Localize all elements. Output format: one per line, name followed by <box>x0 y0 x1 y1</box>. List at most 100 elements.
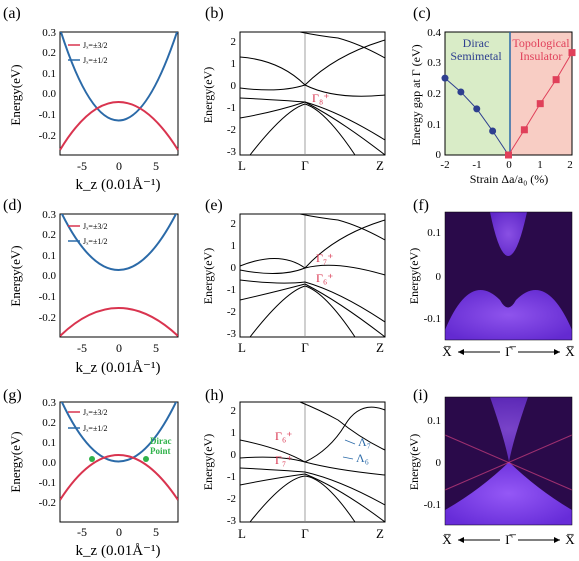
xtick-d-1: -5 <box>77 341 87 355</box>
xlabel-a: k_z (0.01Å⁻¹) <box>76 177 161 193</box>
ytick-h-2: 1 <box>231 427 237 439</box>
ytick-b-4: -1 <box>227 102 236 114</box>
data-point-0-0 <box>441 74 449 82</box>
xtick-e-1: L <box>238 340 246 355</box>
ytick-b-6: -3 <box>227 146 237 158</box>
xtick-c-3: 0 <box>506 159 512 171</box>
ytick-g-3: 0.1 <box>42 437 56 449</box>
ytick-f-1: 0.1 <box>427 227 441 239</box>
xtick-h-2: Γ <box>301 526 309 541</box>
xtick-f-2: Γ̅ <box>505 344 517 359</box>
panel-h: Γ₆⁺ Γ₇⁺ Λ₇ Λ₆ 2 1 0 -1 -2 -3 L Γ Z Energ… <box>201 401 386 541</box>
data-point-0-1 <box>457 88 465 96</box>
ytick-g-6: -0.2 <box>39 497 56 509</box>
ytick-i-2: 0 <box>436 457 442 469</box>
panel-b: Γ₈⁺ 2 1 0 -1 -2 -3 L Γ Z Energy(eV) <box>201 31 386 173</box>
panel-f: 0.1 0 -0.1 X̅ Γ̅ X̅ Energy(eV) <box>407 211 575 359</box>
ytick-b-1: 2 <box>231 36 237 48</box>
chart-marks <box>441 49 576 159</box>
ytick-g-2: 0.2 <box>42 417 56 429</box>
annot-h-1: Γ₆⁺ <box>275 429 292 443</box>
ytick-d-1: 0.3 <box>42 209 56 221</box>
xtick-a-3: 5 <box>153 159 159 173</box>
ylabel-c: Energy gap at Γ (eV) <box>409 44 423 145</box>
ytick-f-2: 0 <box>436 271 442 283</box>
dirac-label-1: Dirac <box>150 436 172 446</box>
ylabel-a: Energy(eV) <box>8 64 23 125</box>
data-point-1-3 <box>552 76 560 84</box>
ytick-e-6: -3 <box>227 328 237 340</box>
xtick-c-5: 2 <box>567 159 573 171</box>
data-point-0-3 <box>489 127 497 135</box>
xtick-h-1: L <box>238 526 246 541</box>
panel-label-f: (f) <box>413 197 429 214</box>
annot-h-2: Γ₇⁺ <box>275 453 292 467</box>
xtick-g-2: 0 <box>116 525 122 539</box>
panel-label-i: (i) <box>413 387 428 404</box>
xtick-d-3: 5 <box>153 341 159 355</box>
annot-b: Γ₈⁺ <box>312 91 329 105</box>
ylabel-g: Energy(eV) <box>8 431 23 492</box>
ylabel-h: Energy(eV) <box>201 434 215 490</box>
data-point-1-1 <box>520 126 528 134</box>
ytick-a-6: -0.2 <box>39 130 56 142</box>
data-point-0-2 <box>473 105 481 113</box>
ytick-h-5: -2 <box>227 493 236 505</box>
xtick-d-2: 0 <box>116 341 122 355</box>
ytick-e-2: 1 <box>231 240 237 252</box>
ytick-h-3: 0 <box>231 449 237 461</box>
ytick-d-6: -0.2 <box>39 312 56 324</box>
xlabel-d: k_z (0.01Å⁻¹) <box>76 360 161 376</box>
ytick-a-2: 0.2 <box>42 47 56 59</box>
xtick-e-2: Γ <box>301 340 309 355</box>
panel-label-g: (g) <box>3 387 22 404</box>
panel-label-b: (b) <box>205 5 224 22</box>
ytick-a-3: 0.1 <box>42 68 56 80</box>
ytick-d-5: -0.1 <box>39 291 56 303</box>
ylabel-b: Energy(eV) <box>201 67 215 123</box>
panel-label-e: (e) <box>205 197 223 214</box>
ytick-i-1: 0.1 <box>427 415 441 427</box>
annot-e-1: Γ₇⁺ <box>316 251 333 265</box>
xtick-e-3: Z <box>376 340 384 355</box>
xtick-b-2: Γ <box>301 158 309 173</box>
ytick-h-6: -3 <box>227 515 237 527</box>
ytick-a-1: 0.3 <box>42 27 56 39</box>
xtick-h-3: Z <box>376 526 384 541</box>
ytick-c-2: 0.3 <box>427 57 441 69</box>
xtick-f-1: X̅ <box>442 344 452 359</box>
xlabel-g: k_z (0.01Å⁻¹) <box>76 543 161 559</box>
ytick-d-2: 0.2 <box>42 229 56 241</box>
data-point-1-0 <box>505 151 512 159</box>
xtick-b-3: Z <box>376 158 384 173</box>
ytick-c-5: 0 <box>436 149 442 161</box>
ytick-c-1: 0.4 <box>427 27 441 39</box>
data-point-1-2 <box>536 100 544 108</box>
panel-label-a: (a) <box>3 5 21 22</box>
legend-g-2: Jₓ=±1/2 <box>83 424 108 433</box>
xlabel-c: Strain Δa/a₀ (%) <box>470 172 549 186</box>
ytick-g-5: -0.1 <box>39 477 56 489</box>
ylabel-d: Energy(eV) <box>8 245 23 306</box>
ylabel-e: Energy(eV) <box>201 248 215 304</box>
xtick-g-3: 5 <box>153 525 159 539</box>
xtick-c-2: -1 <box>472 159 481 171</box>
ylabel-i: Energy(eV) <box>407 434 421 490</box>
xtick-a-1: -5 <box>77 159 87 173</box>
region-right-2: Insulator <box>520 49 563 63</box>
panel-label-d: (d) <box>3 197 22 214</box>
lambda-h-1: Λ₇ <box>358 435 371 449</box>
legend-d-1: Jₓ=±3/2 <box>83 222 108 231</box>
ytick-h-4: -1 <box>227 471 236 483</box>
ytick-g-4: 0.0 <box>42 457 56 469</box>
xtick-i-2: Γ̅ <box>505 532 517 547</box>
ytick-c-4: 0.1 <box>427 119 441 131</box>
region-left-1: Dirac <box>463 36 490 50</box>
panel-c: Dirac Semimetal Topological Insulator 0.… <box>409 27 576 186</box>
dirac-label-2: Point <box>150 446 171 456</box>
xtick-f-3: X̅ <box>565 344 575 359</box>
legend-d-2: Jₓ=±1/2 <box>83 237 108 246</box>
ytick-i-3: -0.1 <box>424 499 441 511</box>
ytick-e-1: 2 <box>231 218 237 230</box>
